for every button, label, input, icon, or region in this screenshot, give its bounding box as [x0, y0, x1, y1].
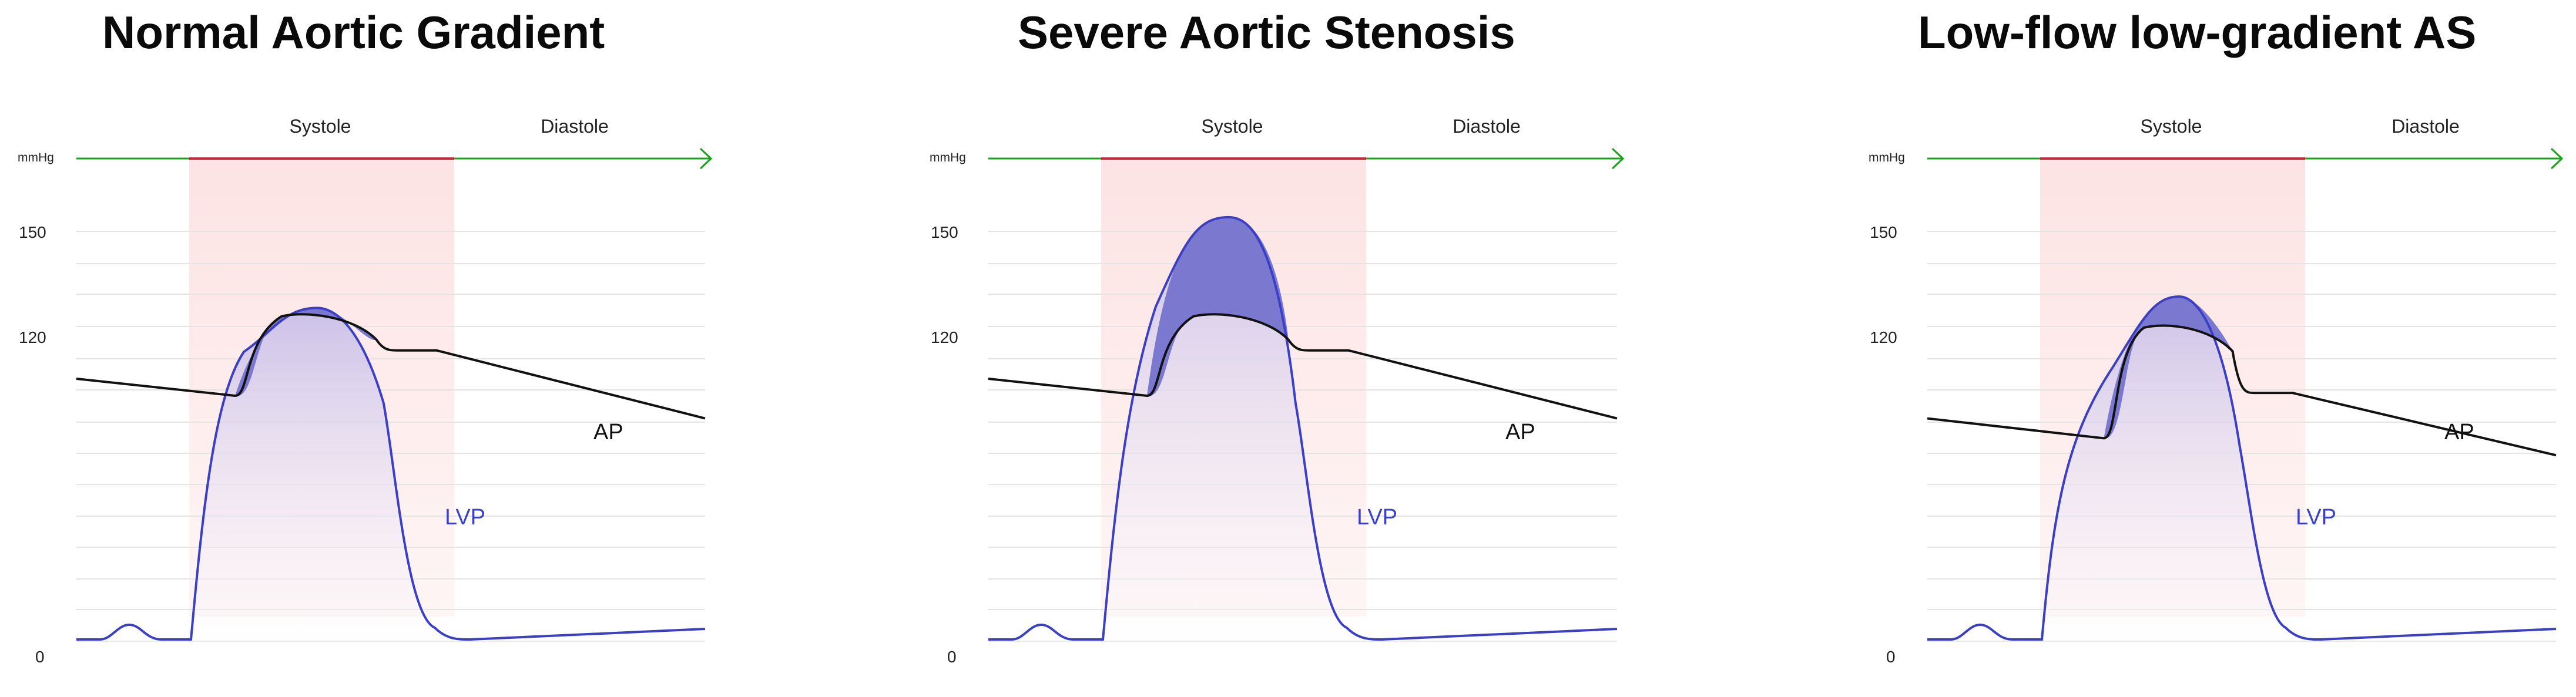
y-tick-120: 120	[931, 328, 958, 346]
diastole-label: Diastole	[1453, 116, 1521, 137]
time-axis-arrow	[1611, 147, 1625, 170]
lvp-label: LVP	[2296, 505, 2336, 530]
diagram-normal: Normal Aortic Gradient Systole Diastole …	[18, 6, 713, 666]
ap-curve	[988, 313, 1618, 420]
diagram-severe: Severe Aortic Stenosis Systole Diastole …	[930, 6, 1625, 666]
systole-label: Systole	[2141, 116, 2202, 137]
y-tick-0: 0	[35, 648, 45, 666]
lvp-curve	[988, 216, 1618, 641]
ap-curve	[76, 313, 706, 420]
ap-label: AP	[2444, 420, 2474, 445]
panel-title: Normal Aortic Gradient	[102, 6, 605, 58]
lvp-area	[988, 217, 1617, 660]
pressure-gradient-area	[1147, 217, 1289, 396]
panel-title: Severe Aortic Stenosis	[1018, 6, 1515, 58]
panel-normal-aortic-gradient: Normal Aortic Gradient Systole Diastole …	[0, 0, 823, 697]
pressure-plot	[1927, 147, 2564, 661]
lvp-curve	[1927, 295, 2557, 641]
ap-label: AP	[1505, 420, 1535, 445]
systole-label: Systole	[290, 116, 351, 137]
pressure-plot	[988, 147, 1625, 660]
unit-label: mmHg	[930, 151, 966, 164]
ap-curve	[1927, 324, 2557, 457]
time-axis-arrow	[699, 147, 713, 170]
systole-label: Systole	[1202, 116, 1263, 137]
panel-title: Low-flow low-gradient AS	[1918, 6, 2476, 58]
diagram-low-flow: Low-flow low-gradient AS Systole Diastol…	[1869, 6, 2564, 666]
panel-low-flow-low-gradient-as: Low-flow low-gradient AS Systole Diastol…	[1851, 0, 2576, 697]
lvp-area	[1927, 297, 2556, 661]
diastole-label: Diastole	[541, 116, 609, 137]
y-tick-150: 150	[19, 223, 46, 241]
y-tick-150: 150	[931, 223, 958, 241]
lvp-label: LVP	[445, 505, 485, 530]
diastole-label: Diastole	[2391, 116, 2460, 137]
y-tick-120: 120	[19, 328, 46, 346]
y-tick-0: 0	[1886, 648, 1896, 666]
lvp-label: LVP	[1357, 505, 1397, 530]
panel-severe-aortic-stenosis: Severe Aortic Stenosis Systole Diastole …	[912, 0, 1735, 697]
y-tick-0: 0	[947, 648, 957, 666]
lvp-curve	[76, 307, 706, 641]
unit-label: mmHg	[18, 151, 54, 164]
ap-label: AP	[593, 420, 623, 445]
time-axis-arrow	[2550, 147, 2564, 170]
pressure-plot	[76, 147, 713, 660]
y-tick-150: 150	[1870, 223, 1897, 241]
y-tick-120: 120	[1870, 328, 1897, 346]
unit-label: mmHg	[1869, 151, 1905, 164]
